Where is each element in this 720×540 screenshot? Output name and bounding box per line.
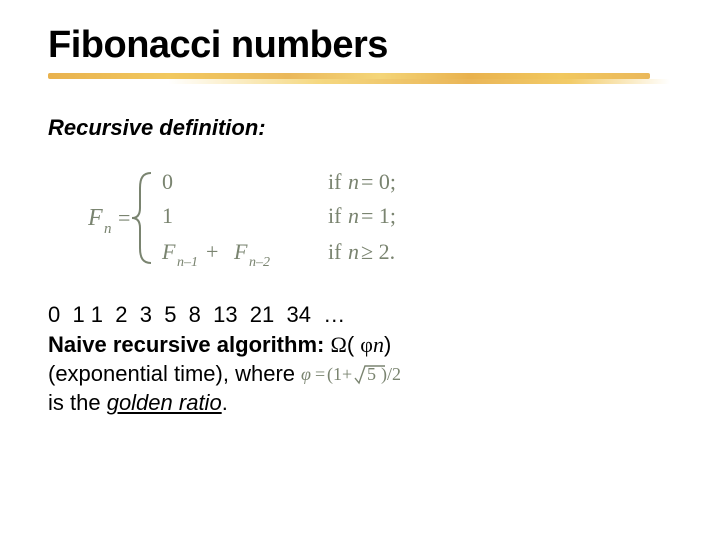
- golden-ratio-phrase: golden ratio: [107, 390, 222, 415]
- case2-Fa: F: [161, 239, 176, 264]
- naive-label: Naive recursive algorithm:: [48, 332, 324, 357]
- case0-value: 0: [162, 169, 173, 194]
- case2-prefix: if: [328, 239, 342, 264]
- brace-icon: [132, 173, 151, 263]
- phi-formula: φ = (1+ 5 )/2: [301, 360, 421, 388]
- naive-n: n: [373, 332, 384, 357]
- svg-text:5: 5: [367, 364, 376, 384]
- case2-Fb-sub: n–2: [249, 255, 270, 270]
- svg-text:)/2: )/2: [381, 364, 401, 385]
- golden-after: .: [222, 390, 228, 415]
- naive-close: ): [384, 332, 391, 357]
- case2-Fb: F: [233, 239, 248, 264]
- slide-title: Fibonacci numbers: [48, 24, 680, 67]
- case1-rest: = 1;: [361, 203, 396, 228]
- naive-algorithm-line: Naive recursive algorithm: Ω( φn): [48, 332, 680, 358]
- formula-eq: =: [118, 205, 130, 230]
- exponential-line: (exponential time), where φ = (1+ 5 )/2: [48, 360, 680, 388]
- case1-prefix: if: [328, 203, 342, 228]
- title-underline: [48, 71, 680, 91]
- svg-text:=: =: [315, 364, 325, 384]
- case1-value: 1: [162, 203, 173, 228]
- formula-lhs-sub: n: [104, 221, 112, 237]
- case0-var: n: [348, 169, 359, 194]
- case2-rest: ≥ 2.: [361, 239, 395, 264]
- case2-Fa-sub: n–1: [177, 255, 198, 270]
- exp-before: (exponential time), where: [48, 361, 295, 387]
- formula-lhs: F: [88, 205, 103, 231]
- phi-eq-phi: φ: [301, 364, 311, 384]
- golden-before: is the: [48, 390, 107, 415]
- case1-var: n: [348, 203, 359, 228]
- case0-prefix: if: [328, 169, 342, 194]
- subheading: Recursive definition:: [48, 115, 680, 141]
- golden-ratio-line: is the golden ratio.: [48, 390, 680, 416]
- case0-rest: = 0;: [361, 169, 396, 194]
- phi-symbol: φ: [360, 332, 373, 357]
- recursive-formula: F n = 0 if n = 0; 1 if n = 1; F n–1 +: [88, 163, 680, 278]
- fibonacci-sequence: 0 1 1 2 3 5 8 13 21 34 …: [48, 302, 680, 328]
- case2-var: n: [348, 239, 359, 264]
- case2-plus: +: [206, 239, 218, 264]
- omega-symbol: Ω: [330, 332, 346, 357]
- svg-text:(1+: (1+: [327, 364, 352, 385]
